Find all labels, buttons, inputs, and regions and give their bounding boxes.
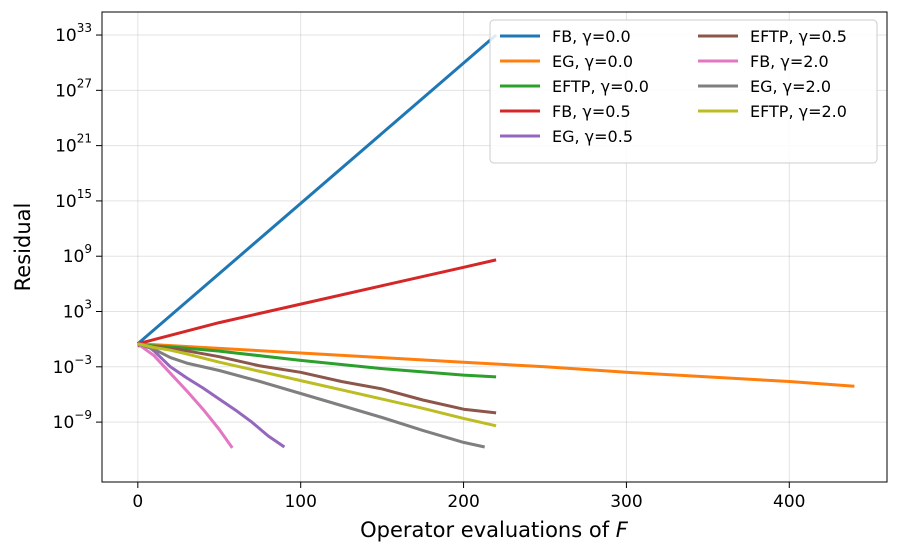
series-line-5 — [137, 344, 497, 415]
legend-label: EG, γ=0.0 — [552, 52, 633, 71]
x-tick-label: 300 — [610, 492, 642, 512]
legend-label: EG, γ=0.5 — [552, 127, 633, 146]
legend-label: FB, γ=0.0 — [552, 27, 631, 46]
y-tick-label: 10−9 — [53, 408, 92, 433]
x-tick-label: 200 — [447, 492, 479, 512]
y-axis-label: Residual — [11, 203, 35, 292]
legend-label: EFTP, γ=0.0 — [552, 77, 649, 96]
y-tick-label: 10−3 — [53, 353, 92, 378]
legend-entry: EFTP, γ=0.5 — [698, 27, 847, 46]
series-line-3 — [137, 258, 497, 346]
legend-label: EFTP, γ=0.5 — [750, 27, 847, 46]
series-lines — [136, 33, 855, 449]
legend-box — [489, 19, 878, 164]
legend-entry: FB, γ=0.0 — [500, 27, 631, 46]
series-line-1 — [137, 342, 855, 388]
legend-label: FB, γ=0.5 — [552, 102, 631, 121]
legend-entry: EG, γ=2.0 — [698, 77, 831, 96]
y-tick-label: 109 — [63, 242, 92, 267]
legend-entry: EG, γ=0.5 — [500, 127, 633, 146]
series-line-8 — [137, 342, 497, 428]
legend-entry: FB, γ=2.0 — [698, 52, 829, 71]
legend-entry: EFTP, γ=0.0 — [500, 77, 649, 96]
y-tick-label: 1033 — [55, 21, 92, 46]
legend-entry: EFTP, γ=2.0 — [698, 102, 847, 121]
series-line-0 — [136, 33, 498, 345]
plot-frame — [101, 11, 888, 483]
legend-label: FB, γ=2.0 — [750, 52, 829, 71]
y-tick-label: 1021 — [55, 132, 92, 157]
series-line-2 — [137, 343, 497, 379]
y-axis-ticks: 1033 1027 1021 1015 109 103 10−3 10−9 — [53, 21, 102, 433]
y-tick-label: 1015 — [55, 187, 92, 212]
x-tick-label: 100 — [284, 492, 316, 512]
x-tick-label: 400 — [773, 492, 805, 512]
legend: FB, γ=0.0 EG, γ=0.0 EFTP, γ=0.0 FB, γ=0.5 EG… — [489, 19, 878, 164]
y-tick-label: 103 — [63, 298, 92, 323]
x-axis-ticks: 0 100 200 300 400 — [132, 482, 806, 512]
legend-label: EFTP, γ=2.0 — [750, 102, 847, 121]
legend-label: EG, γ=2.0 — [750, 77, 831, 96]
x-axis-label: Operator evaluations of F — [360, 518, 629, 542]
legend-entry: FB, γ=0.5 — [500, 102, 631, 121]
legend-entry: EG, γ=0.0 — [500, 52, 633, 71]
y-tick-label: 1027 — [55, 76, 92, 101]
series-line-6 — [136, 342, 234, 449]
series-line-7 — [137, 342, 486, 449]
x-tick-label: 0 — [132, 492, 143, 512]
